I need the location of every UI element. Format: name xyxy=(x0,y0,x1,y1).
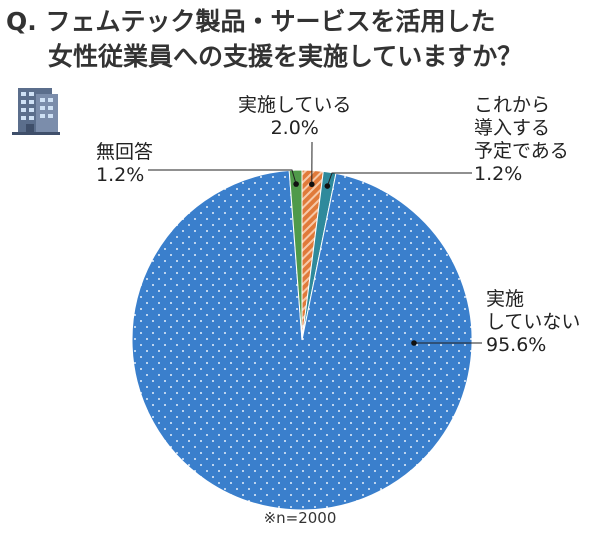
office-building-icon xyxy=(6,80,64,138)
label-no-answer: 無回答 1.2% xyxy=(96,141,153,187)
label-implementing-value: 2.0% xyxy=(270,117,319,139)
leader-no-answer xyxy=(148,169,297,185)
label-implementing: 実施している 2.0% xyxy=(238,94,351,140)
title-line-2: 女性従業員への支援を実施していますか？ xyxy=(48,42,523,71)
label-planned-text-2: 導入する xyxy=(474,117,551,139)
label-not-implementing-value: 95.6% xyxy=(486,334,547,356)
anchor-dot-not-implementing xyxy=(411,340,417,346)
anchor-dot-planned xyxy=(324,183,331,189)
label-not-implementing-text-2: していない xyxy=(486,311,581,333)
label-planned: これから 導入する 予定である 1.2% xyxy=(474,94,569,186)
label-not-implementing-text-1: 実施 xyxy=(486,288,525,310)
label-not-implementing: 実施 していない 95.6% xyxy=(486,288,580,357)
label-no-answer-value: 1.2% xyxy=(96,164,145,186)
label-implementing-text: 実施している xyxy=(238,94,352,116)
title-line-1: Q. フェムテック製品・サービスを活用した xyxy=(6,7,496,36)
chart-title: Q. フェムテック製品・サービスを活用した 女性従業員への支援を実施していますか… xyxy=(6,4,598,74)
label-no-answer-text: 無回答 xyxy=(96,141,154,163)
label-planned-text-3: 予定である xyxy=(474,140,569,162)
pie-slice-not-implementing xyxy=(131,169,473,511)
leader-planned xyxy=(326,172,472,187)
anchor-dot-implementing xyxy=(308,181,315,188)
label-planned-value: 1.2% xyxy=(474,163,523,185)
anchor-dot-no-answer xyxy=(293,181,299,187)
sample-size-note: ※n=2000 xyxy=(263,509,337,527)
label-planned-text-1: これから xyxy=(474,94,551,116)
